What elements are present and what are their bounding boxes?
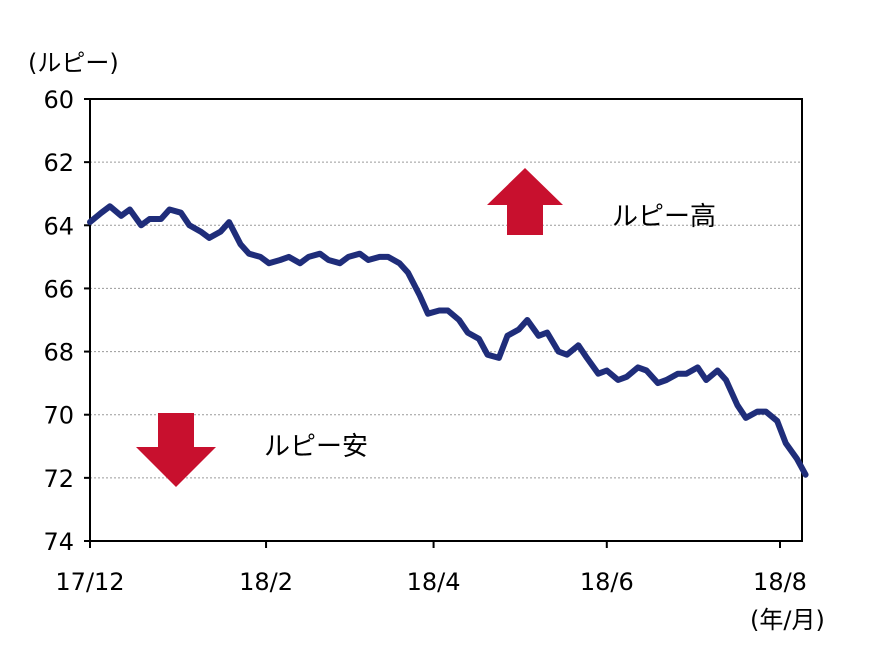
y-tick-label: 70 [43,402,74,430]
y-tick-label: 62 [43,149,74,177]
gridlines [90,161,802,479]
y-tick-label: 74 [43,528,74,556]
y-tick-label: 68 [43,339,74,367]
up-arrow-icon [487,168,563,235]
y-tick-label: 66 [43,275,74,303]
x-tick-label: 18/6 [580,568,634,596]
x-axis-label: (年/月) [750,606,825,634]
y-tick-label: 72 [43,465,74,493]
x-tick-label: 18/4 [407,568,461,596]
y-tick-label: 60 [43,86,74,114]
rupee-strong-label: ルピー高 [612,202,716,232]
plot-frame [89,98,803,542]
x-tick-label: 18/8 [753,568,807,596]
x-tick-label: 18/2 [239,568,293,596]
x-tick-label: 17/12 [55,568,124,596]
series-line [87,203,809,478]
y-tick-labels: 60 62 64 66 68 70 72 74 [43,86,90,556]
x-tick-labels: 17/12 18/2 18/4 18/6 18/8 [55,541,807,596]
rupee-weak-label: ルピー安 [264,432,368,462]
y-axis-label: (ルピー) [28,49,119,77]
down-arrow-icon [136,413,216,487]
y-tick-label: 64 [43,212,74,240]
